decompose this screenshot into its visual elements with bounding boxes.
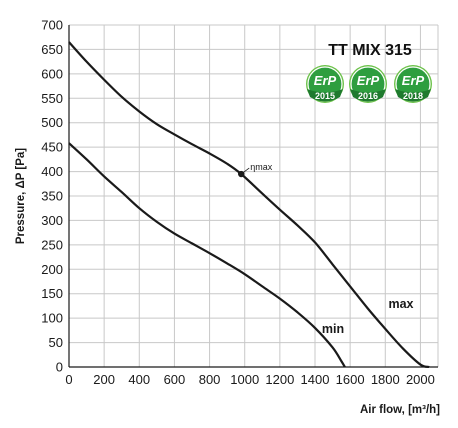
x-tick-label: 0 (65, 372, 72, 387)
x-tick-label: 1600 (336, 372, 365, 387)
series-label-min: min (322, 322, 344, 336)
badge-ribbon (307, 89, 343, 102)
y-tick-label: 400 (41, 164, 63, 179)
eta-max-label: ηmax (250, 162, 273, 172)
chart-title: TT MIX 315 (328, 42, 412, 59)
badge-label: ErP (357, 73, 380, 88)
y-tick-label: 650 (41, 42, 63, 57)
x-tick-label: 400 (128, 372, 150, 387)
erp-badge-2016: ErP 2016 (349, 65, 387, 103)
y-axis-label: Pressure, ΔP [Pa] (15, 148, 27, 244)
series-line-max (68, 41, 430, 369)
grid (68, 24, 439, 368)
series-labels: max min (322, 297, 414, 336)
badge-year: 2015 (315, 91, 335, 101)
y-tick-label: 0 (56, 360, 63, 375)
x-tick-label: 800 (199, 372, 221, 387)
y-tick-label: 200 (41, 262, 63, 277)
x-tick-label: 1800 (371, 372, 400, 387)
x-tick-label: 1400 (301, 372, 330, 387)
x-tick-label: 600 (164, 372, 186, 387)
badge-label: ErP (314, 73, 337, 88)
badge-label: ErP (402, 73, 425, 88)
y-tick-label: 600 (41, 66, 63, 81)
badge-year: 2018 (403, 91, 423, 101)
erp-badges: ErP 2015 ErP 2016 ErP 2018 (306, 65, 432, 103)
series-label-max: max (388, 297, 413, 311)
x-axis-label: Air flow, [m³/h] (360, 404, 440, 416)
erp-badge-2015: ErP 2015 (306, 65, 344, 103)
y-tick-label: 100 (41, 311, 63, 326)
y-tick-label: 300 (41, 213, 63, 228)
y-tick-label: 500 (41, 115, 63, 130)
badge-ribbon (395, 89, 431, 102)
eta-max-leader (240, 167, 250, 175)
y-tick-label: 450 (41, 140, 63, 155)
x-tick-label: 1200 (265, 372, 294, 387)
series-group (68, 41, 430, 369)
y-tick-label: 250 (41, 237, 63, 252)
x-tick-label: 200 (93, 372, 115, 387)
badge-year: 2016 (358, 91, 378, 101)
y-tick-label: 150 (41, 286, 63, 301)
y-tick-label: 550 (41, 91, 63, 106)
x-tick-label: 1000 (230, 372, 259, 387)
y-tick-label: 350 (41, 189, 63, 204)
x-tick-label: 2000 (406, 372, 435, 387)
annotations: ηmax (238, 162, 273, 178)
badge-ribbon (350, 89, 386, 102)
erp-badge-2018: ErP 2018 (394, 65, 432, 103)
y-tick-label: 50 (49, 335, 63, 350)
tick-labels: 0 50 100 150 200 250 300 350 400 450 500 550 600 650 7… (41, 18, 435, 388)
y-tick-label: 700 (41, 18, 63, 33)
series-line-min (68, 142, 346, 368)
